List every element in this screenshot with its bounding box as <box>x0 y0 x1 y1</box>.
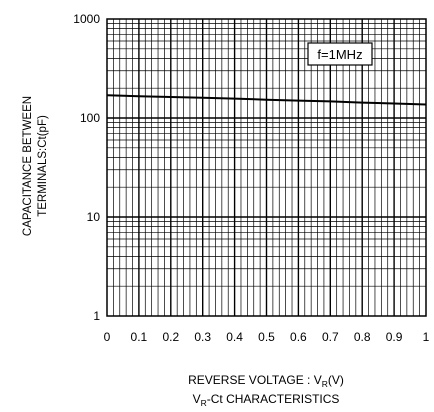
x-tick-label: 1 <box>423 330 430 344</box>
x-tick-label: 0.7 <box>322 330 339 344</box>
x-axis-label-main: REVERSE VOLTAGE : V <box>188 373 322 387</box>
x-axis-label: REVERSE VOLTAGE : VR(V) <box>188 373 344 389</box>
y-axis-label: CAPACITANCE BETWEEN TERMINALS:Ct(pF) <box>22 96 49 236</box>
caption-main: V <box>193 392 201 406</box>
ct-curve-line <box>106 94 427 106</box>
x-tick-label: 0.4 <box>226 330 243 344</box>
caption-sub: R <box>201 398 207 408</box>
x-axis-label-sub: R <box>322 379 328 389</box>
y-tick-label: 100 <box>80 111 100 125</box>
y-axis-label-line2: TERMINALS:Ct(pF) <box>37 115 49 217</box>
plot-frame <box>106 18 427 317</box>
y-tick-labels: 1 10 100 1000 <box>73 12 100 323</box>
y-tick-label: 10 <box>87 210 101 224</box>
x-tick-label: 0.3 <box>194 330 211 344</box>
x-tick-label: 0.2 <box>162 330 179 344</box>
x-axis-label-unit: (V) <box>328 373 344 387</box>
x-tick-label: 0 <box>104 330 111 344</box>
y-tick-label: 1000 <box>73 12 100 26</box>
series-layer <box>106 94 427 106</box>
major-grid <box>107 19 426 316</box>
caption-rest: -Ct CHARACTERISTICS <box>207 392 340 406</box>
chart-caption: VR-Ct CHARACTERISTICS <box>193 392 340 408</box>
x-tick-label: 0.6 <box>290 330 307 344</box>
x-tick-labels: 0 0.1 0.2 0.3 0.4 0.5 0.6 0.7 0.8 0.9 1 <box>104 330 430 344</box>
y-tick-label: 1 <box>93 309 100 323</box>
x-tick-label: 0.5 <box>258 330 275 344</box>
y-axis-label-line1: CAPACITANCE BETWEEN <box>22 96 34 236</box>
minor-grid <box>107 19 426 316</box>
x-tick-label: 0.1 <box>131 330 148 344</box>
x-tick-label: 0.8 <box>354 330 371 344</box>
x-tick-label: 0.9 <box>386 330 403 344</box>
annotation-box: f=1MHz <box>307 42 373 66</box>
frequency-annotation: f=1MHz <box>317 47 362 62</box>
